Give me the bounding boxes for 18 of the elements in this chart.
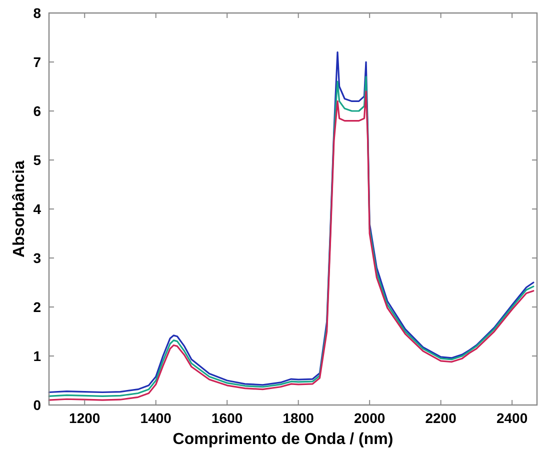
y-tick-label: 1 <box>33 348 42 364</box>
y-tick-label: 0 <box>33 397 42 413</box>
x-axis-title: Comprimento de Onda / (nm) <box>172 431 394 448</box>
x-tick-label: 2200 <box>425 410 457 426</box>
x-tick-label: 2000 <box>354 410 386 426</box>
y-axis-title: Absorbância <box>11 160 28 258</box>
x-tick-label: 1200 <box>69 410 100 426</box>
x-tick-label: 1400 <box>140 410 172 426</box>
y-tick-label: 2 <box>33 299 42 315</box>
x-tick-label: 1800 <box>282 410 314 426</box>
y-tick-label: 7 <box>33 54 42 70</box>
y-tick-label: 5 <box>33 152 42 168</box>
y-tick-label: 3 <box>33 250 42 266</box>
y-tick-label: 8 <box>33 5 42 21</box>
y-tick-label: 4 <box>33 201 42 217</box>
x-tick-label: 2400 <box>496 410 528 426</box>
y-tick-label: 6 <box>33 103 42 119</box>
x-tick-label: 1600 <box>212 410 243 426</box>
